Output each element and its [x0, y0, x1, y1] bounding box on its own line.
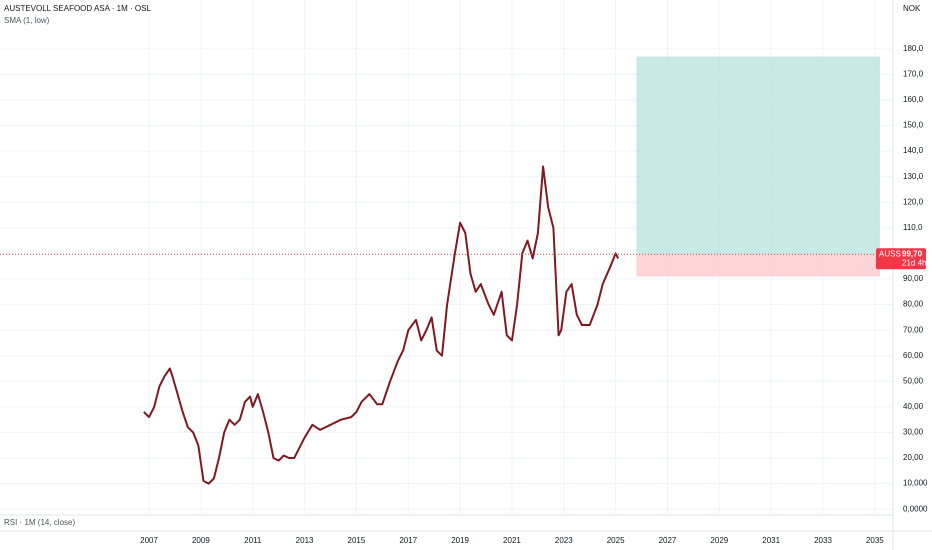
x-tick-label: 2025: [607, 536, 625, 545]
y-tick-label: 50,00: [903, 376, 924, 385]
x-tick-label: 2019: [451, 536, 469, 545]
x-tick-label: 2021: [503, 536, 521, 545]
y-tick-label: 150,0: [903, 121, 924, 130]
y-tick-label: 110,0: [903, 223, 923, 232]
x-tick-label: 2029: [710, 536, 728, 545]
y-tick-label: 170,0: [903, 70, 924, 79]
y-tick-label: 20,00: [903, 453, 924, 462]
price-line: [143, 165, 620, 485]
x-tick-label: 2007: [140, 536, 158, 545]
y-tick-label: 160,0: [903, 95, 924, 104]
price-label-box: [876, 248, 926, 270]
x-tick-label: 2027: [659, 536, 677, 545]
price-label: 99,70: [902, 249, 923, 258]
chart-title: AUSTEVOLL SEAFOOD ASA · 1M · OSL: [4, 4, 151, 13]
y-tick-label: 70,00: [903, 325, 924, 334]
y-tick-label: 90,00: [903, 274, 924, 283]
currency: NOK: [903, 4, 921, 13]
y-tick-label: 40,00: [903, 402, 924, 411]
y-tick-label: 0,0000: [903, 504, 928, 513]
y-tick-label: 10,000: [903, 479, 928, 488]
y-tick-label: 140,0: [903, 146, 924, 155]
y-tick-label: 180,0: [903, 44, 924, 53]
x-tick-label: 2011: [244, 536, 262, 545]
profit-zone: [636, 56, 881, 255]
y-tick-label: 120,0: [903, 197, 924, 206]
indicator-label: SMA (1, low): [4, 16, 50, 25]
y-tick-label: 80,00: [903, 300, 924, 309]
y-tick-label: 30,00: [903, 428, 924, 437]
x-tick-label: 2017: [399, 536, 417, 545]
symbol-label: AUSS: [879, 249, 901, 258]
x-tick-label: 2023: [555, 536, 573, 545]
x-tick-label: 2031: [762, 536, 780, 545]
x-tick-label: 2013: [296, 536, 314, 545]
x-tick-label: 2009: [192, 536, 210, 545]
x-tick-label: 2035: [866, 536, 884, 545]
y-tick-label: 60,00: [903, 351, 924, 360]
countdown-label: 21d 4h: [902, 258, 926, 267]
rsi-label: RSI · 1M (14, close): [4, 518, 75, 527]
x-tick-label: 2015: [348, 536, 366, 545]
loss-zone: [636, 254, 881, 277]
x-tick-label: 2033: [814, 536, 832, 545]
y-tick-label: 130,0: [903, 172, 924, 181]
